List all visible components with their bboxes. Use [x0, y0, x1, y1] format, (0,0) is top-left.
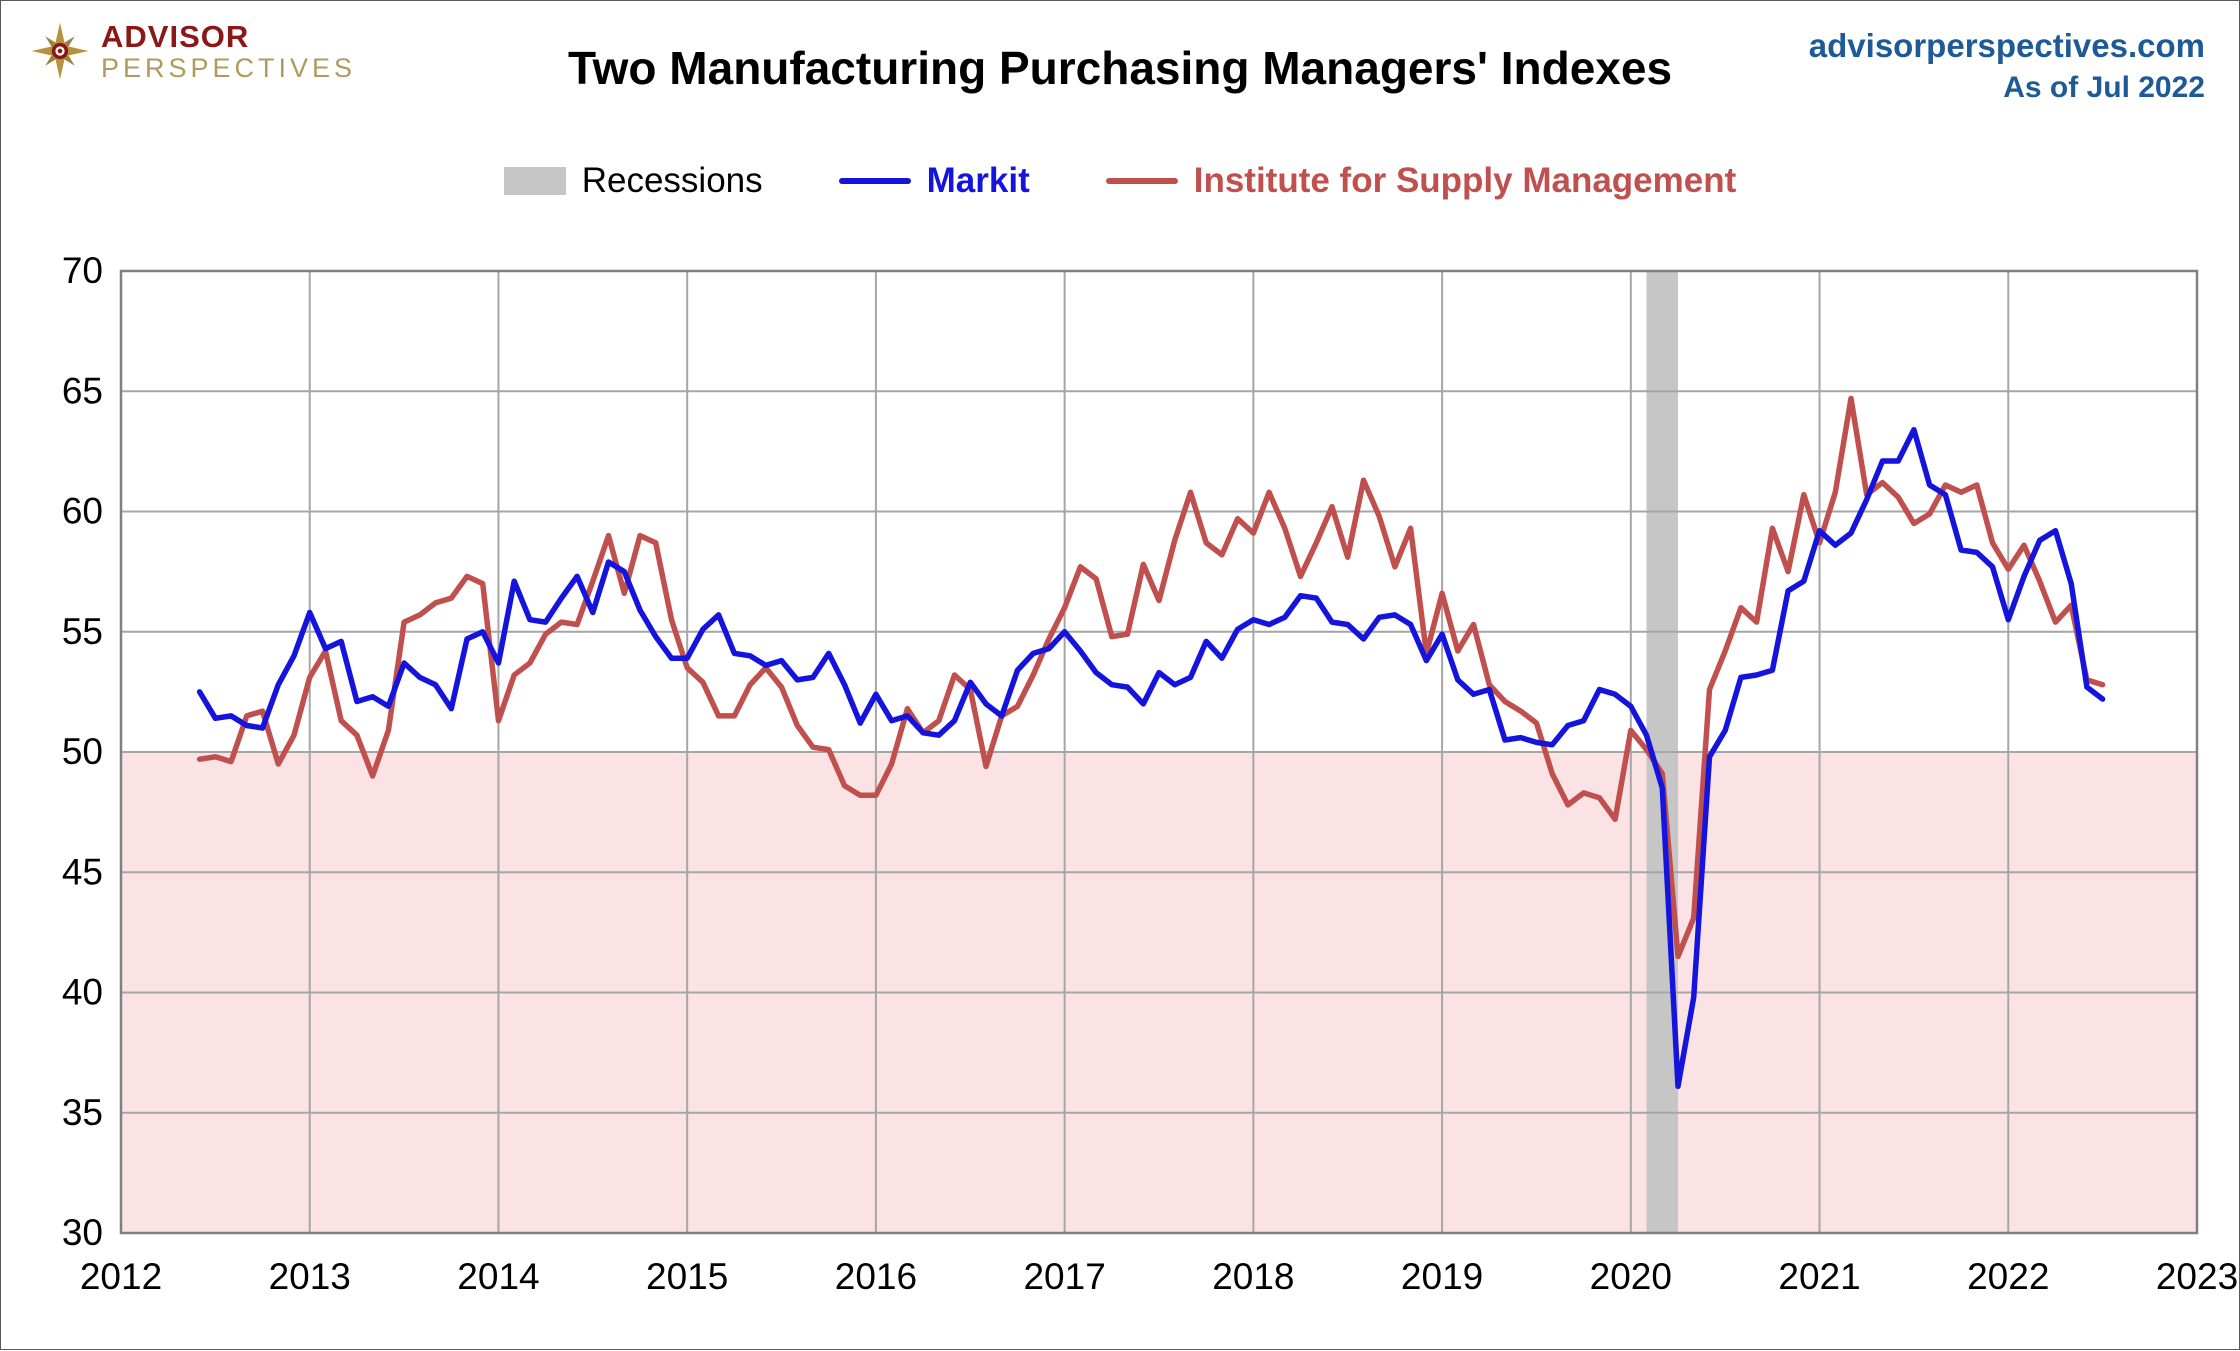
x-tick-label: 2012: [80, 1256, 162, 1297]
legend-item-ism: Institute for Supply Management: [1105, 161, 1737, 201]
as-of-date: As of Jul 2022: [2003, 71, 2205, 104]
logo-wordmark-perspectives: PERSPECTIVES: [101, 52, 357, 83]
y-tick-label: 70: [62, 250, 103, 291]
compass-star-icon: [31, 23, 89, 80]
legend-label-recessions: Recessions: [581, 161, 763, 200]
legend-item-markit: Markit: [838, 161, 1030, 201]
logo-wordmark-advisor: ADVISOR: [101, 19, 250, 54]
y-tick-label: 60: [62, 491, 103, 532]
series-line-markit: [196, 426, 2106, 1090]
x-tick-label: 2023: [2156, 1256, 2238, 1297]
x-tick-label: 2020: [1590, 1256, 1672, 1297]
x-tick-label: 2013: [269, 1256, 351, 1297]
x-tick-label: 2017: [1023, 1256, 1105, 1297]
x-tick-label: 2018: [1212, 1256, 1294, 1297]
x-tick-label: 2021: [1778, 1256, 1860, 1297]
x-tick-label: 2022: [1967, 1256, 2049, 1297]
ism-line-swatch: [1105, 178, 1178, 184]
x-tick-label: 2015: [646, 1256, 728, 1297]
x-tick-label: 2019: [1401, 1256, 1483, 1297]
y-tick-label: 55: [62, 611, 103, 652]
x-tick-label: 2016: [835, 1256, 917, 1297]
y-tick-label: 40: [62, 972, 103, 1013]
y-tick-label: 35: [62, 1092, 103, 1133]
chart-legend: Recessions Markit Institute for Supply M…: [1, 161, 2239, 201]
legend-item-recessions: Recessions: [503, 161, 763, 201]
source-attribution: advisorperspectives.com As of Jul 2022: [1809, 27, 2205, 105]
x-tick-label: 2014: [457, 1256, 539, 1297]
series-line-institute-for-supply-management: [196, 395, 2106, 960]
plot-border: [119, 269, 2199, 1235]
chart-title: Two Manufacturing Purchasing Managers' I…: [567, 42, 1673, 94]
legend-label-markit: Markit: [926, 161, 1030, 200]
y-tick-label: 30: [62, 1212, 103, 1253]
site-url-text: advisorperspectives.com: [1808, 27, 2205, 64]
advisor-perspectives-logo: ADVISOR PERSPECTIVES: [31, 19, 357, 83]
markit-line-swatch: [838, 178, 911, 184]
recession-band-swatch: [503, 167, 566, 195]
y-tick-label: 45: [62, 851, 103, 892]
legend-label-ism: Institute for Supply Management: [1193, 161, 1737, 200]
y-tick-label: 65: [62, 370, 103, 411]
y-tick-label: 50: [62, 731, 103, 772]
